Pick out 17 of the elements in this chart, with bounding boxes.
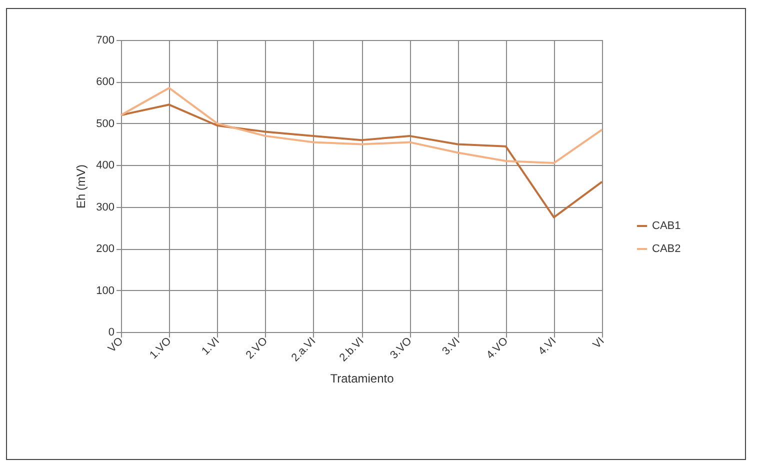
y-tick-label: 700	[96, 34, 114, 46]
legend-label: CAB2	[652, 243, 681, 255]
y-tick-label: 300	[96, 201, 114, 214]
y-tick-label: 600	[96, 76, 114, 88]
y-tick-label: 400	[96, 160, 114, 172]
legend-label: CAB1	[652, 220, 681, 232]
line-series	[120, 86, 603, 164]
y-tick-label: 500	[96, 118, 114, 130]
x-axis-title: Tratamiento	[330, 371, 394, 386]
x-tick-label: 1.VI	[200, 335, 222, 358]
x-tick-label: 3.VI	[440, 335, 462, 358]
y-axis-title: Eh (mV)	[74, 164, 88, 209]
y-tick-label: 200	[96, 243, 114, 256]
x-tick-label: 4.VI	[536, 335, 559, 358]
y-tick-label: 100	[96, 284, 114, 297]
x-tick-label: VI	[590, 335, 607, 352]
line-series	[120, 104, 603, 218]
